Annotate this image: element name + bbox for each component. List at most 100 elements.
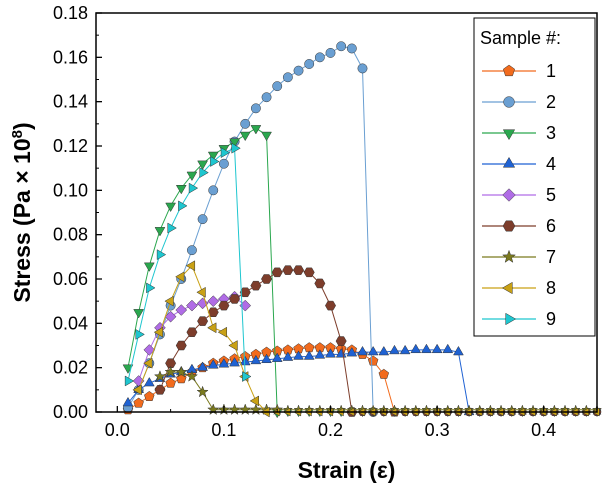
series-9	[124, 142, 252, 387]
legend-label: 5	[546, 185, 556, 205]
data-point-4	[218, 358, 230, 368]
data-point-2	[261, 92, 272, 103]
data-point-2	[314, 52, 325, 63]
data-point-6	[165, 358, 177, 368]
data-point-4	[271, 352, 283, 362]
data-point-3	[250, 125, 262, 135]
data-point-1	[144, 390, 155, 401]
x-tick-label: 0.0	[105, 420, 130, 440]
y-tick-label: 0.08	[53, 225, 88, 245]
data-point-2	[218, 158, 229, 169]
data-point-3	[229, 138, 240, 148]
data-point-4	[261, 353, 272, 364]
data-point-3	[154, 227, 166, 237]
data-point-8	[175, 271, 185, 283]
data-point-6	[293, 265, 305, 275]
series-7	[153, 365, 603, 416]
legend-item-9: 9	[482, 309, 556, 329]
data-point-1	[165, 377, 176, 388]
data-point-8	[196, 286, 206, 298]
y-axis-title-close: )	[9, 122, 35, 130]
legend-label: 8	[546, 278, 556, 298]
axis-ticks: 0.000.020.040.060.080.100.120.140.160.18…	[53, 3, 556, 440]
data-point-8	[207, 322, 217, 334]
data-point-4	[442, 343, 454, 354]
data-point-5	[175, 304, 188, 316]
data-point-4	[239, 355, 251, 366]
data-point-4	[314, 349, 326, 359]
y-tick-label: 0.12	[53, 136, 88, 156]
data-point-9	[210, 156, 220, 167]
legend-label: 1	[546, 61, 556, 81]
data-point-8	[164, 295, 174, 307]
data-point-6	[303, 267, 315, 278]
data-point-9	[124, 375, 135, 387]
data-point-4	[250, 354, 262, 365]
data-point-1	[133, 397, 144, 408]
data-point-9	[156, 249, 167, 261]
data-point-7	[164, 365, 177, 378]
data-point-6	[175, 340, 187, 351]
data-point-6	[154, 385, 166, 395]
data-point-1	[378, 368, 390, 379]
legend-marker	[502, 220, 516, 232]
legend-label: 6	[546, 216, 556, 236]
y-tick-label: 0.06	[53, 269, 88, 289]
data-point-6	[197, 316, 209, 326]
data-point-4	[453, 345, 464, 356]
data-point-2	[208, 185, 219, 196]
data-point-1	[367, 355, 379, 366]
data-point-2	[272, 81, 283, 92]
legend-item-7: 7	[482, 247, 556, 267]
data-point-4	[197, 361, 208, 371]
data-point-8	[132, 384, 142, 396]
data-point-2	[304, 59, 315, 69]
data-point-7	[249, 403, 263, 416]
series-line-3	[127, 127, 597, 413]
data-point-8	[228, 340, 238, 351]
x-tick-label: 0.1	[211, 420, 236, 440]
data-point-2	[187, 245, 197, 256]
legend-item-2: 2	[482, 92, 556, 112]
legend-label: 2	[546, 92, 556, 112]
data-point-6	[325, 300, 336, 311]
data-point-6	[335, 336, 347, 346]
data-point-6	[207, 307, 219, 317]
data-point-3	[239, 131, 251, 142]
data-point-2	[325, 47, 336, 58]
data-point-7	[207, 403, 220, 416]
data-point-6	[229, 294, 241, 304]
legend-marker	[505, 312, 517, 326]
data-point-8	[249, 395, 259, 407]
data-point-2	[336, 41, 347, 52]
legend-title: Sample #:	[480, 28, 561, 48]
data-point-3	[207, 151, 219, 162]
data-point-3	[261, 131, 272, 142]
y-tick-label: 0.14	[53, 92, 88, 112]
data-point-4	[399, 344, 411, 355]
data-point-6	[282, 265, 294, 275]
legend-item-5: 5	[482, 185, 556, 205]
x-tick-label: 0.2	[318, 420, 343, 440]
data-point-4	[229, 357, 240, 367]
legend-label: 9	[546, 309, 556, 329]
data-point-6	[271, 267, 283, 278]
data-point-7	[239, 403, 252, 416]
data-point-4	[410, 343, 422, 354]
data-point-9	[167, 222, 177, 234]
data-point-2	[282, 72, 293, 83]
series-line-4	[127, 349, 597, 413]
data-point-9	[178, 200, 188, 212]
legend-item-6: 6	[482, 216, 556, 236]
data-point-4	[421, 343, 432, 354]
legend-marker	[502, 64, 516, 77]
x-axis-title: Strain (ε)	[298, 457, 396, 483]
data-point-8	[185, 260, 196, 272]
y-tick-label: 0.18	[53, 3, 88, 23]
legend-marker	[502, 156, 516, 168]
data-point-4	[346, 347, 358, 357]
data-point-7	[228, 403, 241, 416]
y-axis-title-superscript: 8	[9, 130, 26, 138]
data-point-4	[431, 343, 443, 354]
data-point-4	[122, 396, 134, 407]
